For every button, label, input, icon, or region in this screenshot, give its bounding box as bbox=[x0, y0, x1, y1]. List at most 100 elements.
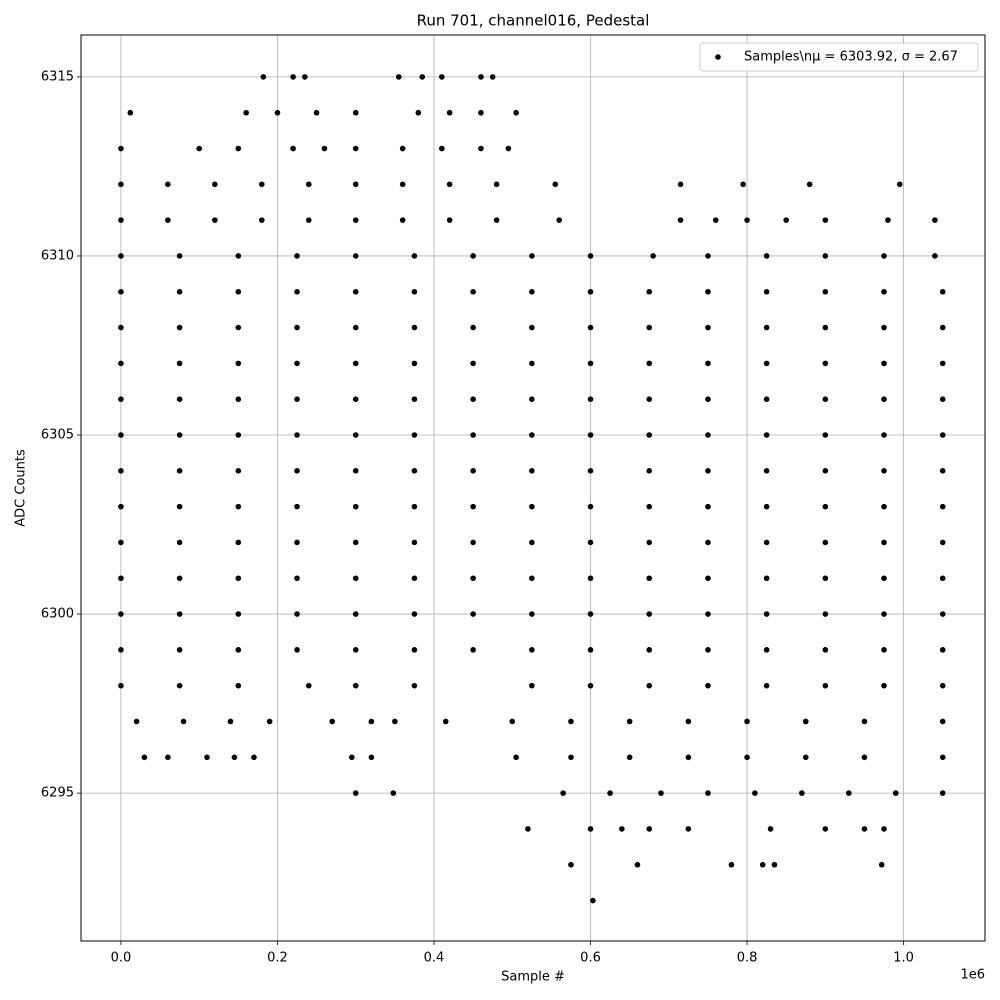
data-point bbox=[352, 611, 359, 617]
data-point bbox=[881, 253, 887, 259]
data-point bbox=[411, 611, 418, 617]
data-point bbox=[822, 503, 829, 510]
data-point bbox=[235, 468, 242, 474]
data-point bbox=[529, 432, 535, 438]
x-tick-label: 0.8 bbox=[737, 951, 758, 966]
data-point bbox=[783, 217, 789, 223]
data-point bbox=[705, 396, 711, 402]
data-point bbox=[176, 396, 183, 402]
data-point bbox=[587, 324, 594, 331]
data-point bbox=[646, 432, 653, 438]
data-point bbox=[939, 790, 946, 796]
data-point bbox=[744, 754, 750, 761]
data-point bbox=[227, 718, 234, 725]
data-point bbox=[470, 647, 476, 653]
data-point bbox=[529, 611, 535, 617]
data-point bbox=[352, 575, 359, 582]
data-point bbox=[939, 611, 946, 617]
data-point bbox=[118, 396, 124, 402]
data-point bbox=[390, 790, 397, 796]
data-point bbox=[235, 253, 242, 259]
data-point bbox=[395, 74, 402, 80]
data-point bbox=[806, 181, 813, 188]
data-point bbox=[529, 682, 535, 689]
data-point bbox=[439, 145, 445, 152]
data-point bbox=[685, 826, 692, 832]
data-point bbox=[411, 468, 418, 474]
data-point bbox=[587, 360, 594, 367]
data-point bbox=[352, 288, 359, 295]
data-point bbox=[478, 74, 484, 80]
data-point bbox=[560, 790, 566, 796]
data-point bbox=[932, 217, 938, 223]
data-point bbox=[881, 503, 887, 510]
data-point bbox=[352, 145, 359, 152]
data-point bbox=[763, 647, 770, 653]
data-point bbox=[881, 647, 887, 653]
data-point bbox=[259, 181, 265, 188]
data-point bbox=[399, 145, 406, 152]
data-point bbox=[587, 575, 594, 582]
data-point bbox=[235, 682, 242, 689]
data-point bbox=[133, 718, 140, 725]
data-point bbox=[939, 288, 946, 295]
data-point bbox=[881, 432, 887, 438]
data-point bbox=[294, 360, 300, 367]
data-point bbox=[290, 74, 296, 80]
data-point bbox=[763, 611, 770, 617]
data-point bbox=[235, 145, 242, 152]
data-point bbox=[822, 324, 829, 331]
data-point bbox=[892, 790, 899, 796]
data-point bbox=[626, 754, 633, 761]
data-point bbox=[607, 790, 613, 796]
data-point bbox=[231, 754, 238, 761]
data-point bbox=[759, 861, 766, 868]
data-point bbox=[235, 611, 242, 617]
data-point bbox=[705, 539, 711, 546]
data-point bbox=[176, 288, 183, 295]
data-point bbox=[352, 539, 359, 546]
data-point bbox=[176, 611, 183, 617]
data-point bbox=[442, 718, 449, 725]
data-point bbox=[939, 396, 946, 402]
data-point bbox=[470, 432, 476, 438]
data-point bbox=[529, 360, 535, 367]
data-point bbox=[352, 253, 359, 259]
data-point bbox=[419, 74, 426, 80]
data-point bbox=[352, 468, 359, 474]
data-point bbox=[411, 539, 418, 546]
data-point bbox=[763, 324, 770, 331]
data-point bbox=[329, 718, 336, 725]
data-point bbox=[646, 360, 653, 367]
data-point bbox=[352, 396, 359, 402]
data-point bbox=[352, 432, 359, 438]
data-point bbox=[352, 217, 359, 223]
data-point bbox=[822, 217, 829, 223]
data-point bbox=[176, 539, 183, 546]
data-point bbox=[646, 288, 653, 295]
data-point bbox=[118, 288, 124, 295]
data-point bbox=[822, 539, 829, 546]
data-point bbox=[677, 181, 684, 188]
data-point bbox=[509, 718, 516, 725]
data-point bbox=[525, 826, 531, 832]
x-tick-label: 0.4 bbox=[424, 951, 445, 966]
data-point bbox=[446, 181, 453, 188]
data-point bbox=[646, 575, 653, 582]
data-point bbox=[881, 468, 887, 474]
data-point bbox=[352, 647, 359, 653]
data-point bbox=[176, 682, 183, 689]
data-point bbox=[705, 432, 711, 438]
plot-frame bbox=[80, 34, 986, 942]
x-tick-label: 0.6 bbox=[580, 951, 601, 966]
data-point bbox=[259, 217, 265, 223]
data-point bbox=[470, 288, 476, 295]
data-point bbox=[932, 253, 938, 259]
data-point bbox=[822, 360, 829, 367]
data-point bbox=[294, 288, 300, 295]
data-point bbox=[411, 396, 418, 402]
data-point bbox=[878, 861, 885, 868]
data-point bbox=[294, 611, 300, 617]
data-point bbox=[294, 253, 300, 259]
data-point bbox=[489, 74, 496, 80]
